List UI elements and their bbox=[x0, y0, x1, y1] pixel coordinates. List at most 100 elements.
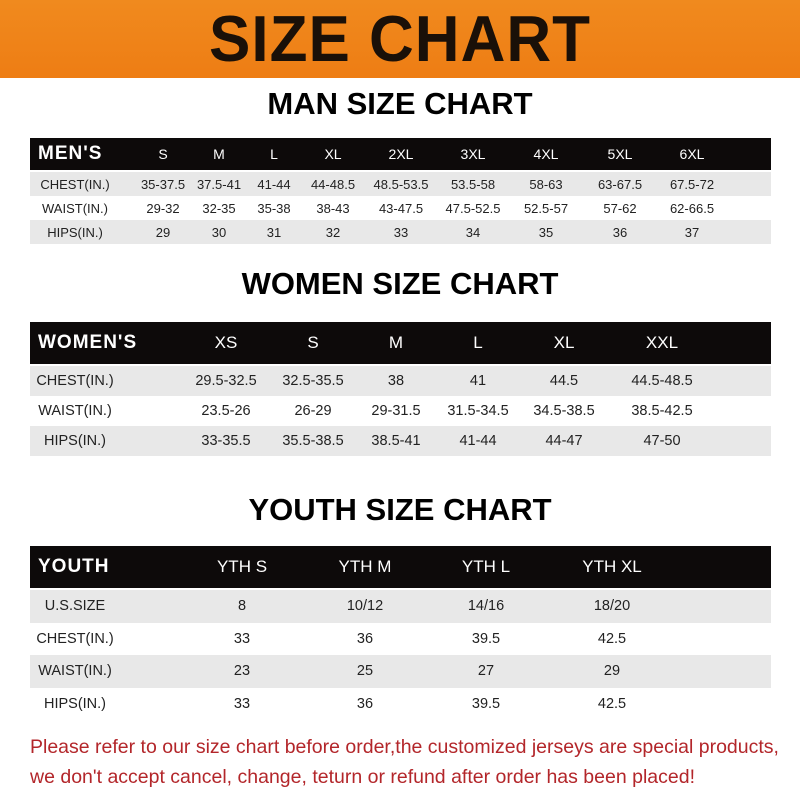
measurement-value: 58-63 bbox=[529, 176, 563, 192]
measurement-value: 29 bbox=[155, 224, 171, 240]
measurement-value: 38-43 bbox=[316, 200, 350, 216]
table-row: HIPS(IN.) 33 36 39.5 42.5 bbox=[30, 687, 771, 720]
measurement-value: 10/12 bbox=[346, 598, 384, 615]
table-group-label: WOMEN'S bbox=[38, 332, 138, 353]
measurement-value: 42.5 bbox=[597, 630, 627, 647]
measurement-value: 38.5-41 bbox=[371, 433, 421, 449]
measurement-value: 25 bbox=[356, 663, 374, 680]
size-header: S bbox=[307, 333, 319, 352]
size-header: YTH S bbox=[216, 557, 268, 576]
measurement-label: WAIST(IN.) bbox=[38, 663, 112, 680]
table-group-label: MEN'S bbox=[38, 143, 103, 164]
measurement-value: 44-48.5 bbox=[310, 176, 356, 192]
measurement-value: 37 bbox=[684, 224, 700, 240]
measurement-label: CHEST(IN.) bbox=[40, 176, 110, 192]
table-row: HIPS(IN.) 29 30 31 32 33 34 35 36 37 bbox=[30, 220, 771, 244]
measurement-value: 41-44 bbox=[257, 176, 291, 192]
measurement-value: 43-47.5 bbox=[378, 200, 424, 216]
measurement-value: 39.5 bbox=[471, 695, 501, 712]
measurement-value: 29-31.5 bbox=[371, 403, 421, 419]
size-header: 2XL bbox=[388, 146, 414, 162]
measurement-label: U.S.SIZE bbox=[44, 598, 106, 615]
youth-title: YOUTH SIZE CHART bbox=[248, 492, 552, 527]
table-row: CHEST(IN.) 29.5-32.5 32.5-35.5 38 41 44.5 44.5… bbox=[30, 366, 771, 396]
measurement-value: 44-47 bbox=[545, 433, 583, 449]
measurement-value: 34 bbox=[465, 224, 481, 240]
measurement-value: 35.5-38.5 bbox=[282, 433, 344, 449]
table-header-row: WOMEN'S XS S M L XL XXL bbox=[30, 322, 771, 364]
measurement-value: 23 bbox=[233, 663, 251, 680]
measurement-value: 32.5-35.5 bbox=[282, 373, 344, 389]
measurement-value: 47-50 bbox=[643, 433, 681, 449]
measurement-value: 62-66.5 bbox=[669, 200, 715, 216]
measurement-label: WAIST(IN.) bbox=[38, 403, 112, 419]
table-header-row: YOUTH YTH S YTH M YTH L YTH XL bbox=[30, 546, 771, 588]
size-header: YTH M bbox=[338, 557, 392, 576]
measurement-value: 33-35.5 bbox=[201, 433, 251, 449]
women-title: WOMEN SIZE CHART bbox=[241, 266, 559, 301]
measurement-value: 52.5-57 bbox=[523, 200, 569, 216]
measurement-value: 38 bbox=[387, 373, 405, 389]
measurement-value: 31 bbox=[266, 224, 282, 240]
measurement-label: CHEST(IN.) bbox=[36, 630, 114, 647]
size-header: YTH XL bbox=[582, 557, 642, 576]
measurement-value: 29-32 bbox=[146, 200, 180, 216]
measurement-label: HIPS(IN.) bbox=[47, 224, 103, 240]
table-row: WAIST(IN.) 23.5-26 26-29 29-31.5 31.5-34.5 34… bbox=[30, 396, 771, 426]
measurement-value: 39.5 bbox=[471, 630, 501, 647]
measurement-label: HIPS(IN.) bbox=[43, 433, 107, 449]
measurement-value: 27 bbox=[477, 663, 495, 680]
size-header: XL bbox=[553, 333, 575, 352]
measurement-value: 32 bbox=[325, 224, 341, 240]
size-header: XXL bbox=[645, 333, 679, 352]
measurement-value: 41 bbox=[469, 373, 487, 389]
measurement-label: HIPS(IN.) bbox=[43, 695, 107, 712]
measurement-value: 35-38 bbox=[257, 200, 291, 216]
measurement-value: 29 bbox=[603, 663, 621, 680]
measurement-value: 23.5-26 bbox=[201, 403, 251, 419]
measurement-value: 14/16 bbox=[467, 598, 505, 615]
measurement-value: 67.5-72 bbox=[669, 176, 715, 192]
measurement-value: 33 bbox=[233, 695, 251, 712]
size-header: 3XL bbox=[460, 146, 486, 162]
size-header: XL bbox=[324, 146, 342, 162]
size-header: 5XL bbox=[607, 146, 633, 162]
measurement-value: 8 bbox=[237, 598, 247, 615]
size-header: 6XL bbox=[679, 146, 705, 162]
measurement-value: 31.5-34.5 bbox=[447, 403, 509, 419]
measurement-value: 48.5-53.5 bbox=[373, 176, 429, 192]
notice-line-1: Please refer to our size chart before or… bbox=[30, 736, 779, 758]
table-row: U.S.SIZE 8 10/12 14/16 18/20 bbox=[30, 590, 771, 623]
size-header: M bbox=[213, 146, 225, 162]
measurement-value: 29.5-32.5 bbox=[195, 373, 257, 389]
table-header-row: MEN'S S M L XL 2XL 3XL 4XL 5XL 6XL bbox=[30, 138, 771, 170]
size-header: L bbox=[473, 333, 483, 352]
measurement-label: CHEST(IN.) bbox=[36, 373, 114, 389]
measurement-value: 36 bbox=[612, 224, 628, 240]
measurement-value: 57-62 bbox=[603, 200, 637, 216]
size-header: 4XL bbox=[533, 146, 559, 162]
banner-title: SIZE CHART bbox=[209, 3, 591, 76]
measurement-value: 63-67.5 bbox=[597, 176, 643, 192]
measurement-value: 35 bbox=[538, 224, 554, 240]
size-header: M bbox=[388, 333, 404, 352]
size-header: S bbox=[158, 146, 168, 162]
measurement-value: 44.5-48.5 bbox=[631, 373, 693, 389]
measurement-value: 47.5-52.5 bbox=[445, 200, 501, 216]
measurement-value: 18/20 bbox=[593, 598, 631, 615]
table-group-label: YOUTH bbox=[38, 556, 110, 577]
measurement-value: 38.5-42.5 bbox=[631, 403, 693, 419]
measurement-value: 30 bbox=[211, 224, 227, 240]
measurement-value: 42.5 bbox=[597, 695, 627, 712]
men-title: MAN SIZE CHART bbox=[267, 86, 533, 121]
measurement-value: 33 bbox=[233, 630, 251, 647]
banner: SIZE CHART bbox=[0, 0, 800, 78]
table-row: CHEST(IN.) 33 36 39.5 42.5 bbox=[30, 622, 771, 655]
measurement-value: 36 bbox=[356, 630, 374, 647]
measurement-value: 33 bbox=[393, 224, 409, 240]
measurement-value: 44.5 bbox=[549, 373, 579, 389]
measurement-value: 37.5-41 bbox=[196, 176, 242, 192]
measurement-value: 41-44 bbox=[459, 433, 497, 449]
measurement-value: 26-29 bbox=[294, 403, 332, 419]
size-header: L bbox=[270, 146, 278, 162]
